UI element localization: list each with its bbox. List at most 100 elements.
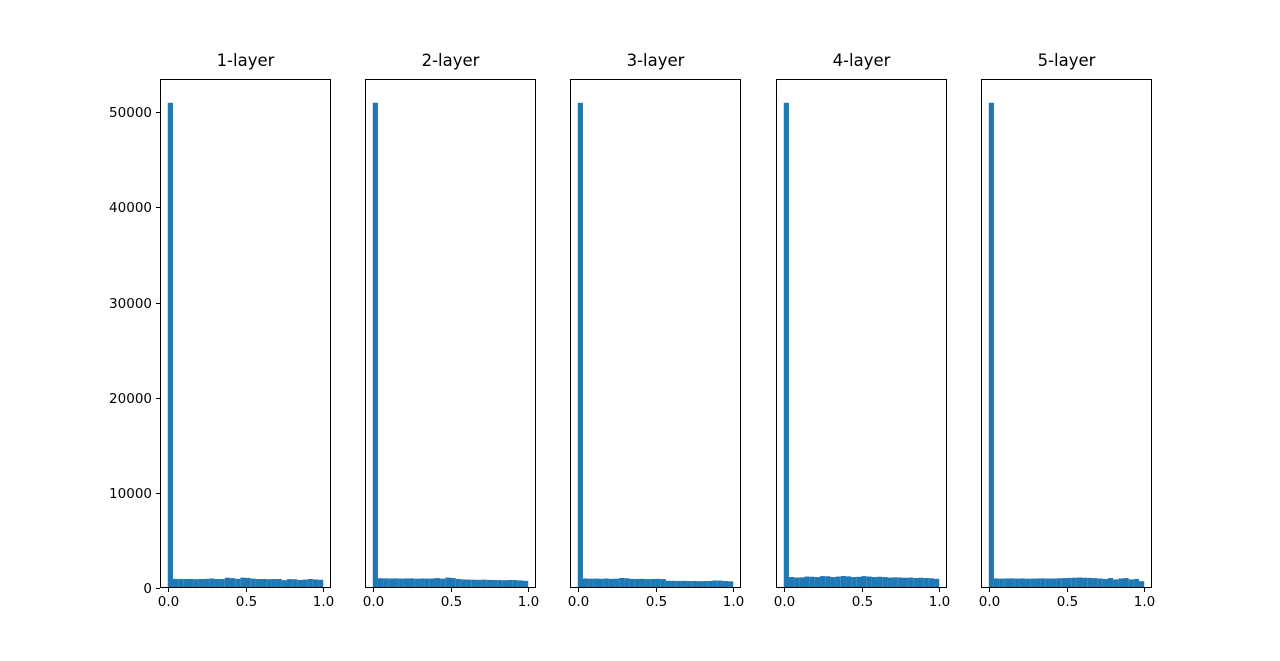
axes-spines: [776, 79, 947, 588]
hist-bar: [209, 578, 215, 588]
hist-bar: [297, 579, 303, 588]
hist-bar: [486, 579, 492, 588]
subplot-title-1: 1-layer: [216, 51, 275, 70]
hist-bar: [1123, 578, 1129, 588]
hist-bar: [167, 102, 173, 589]
hist-bar: [845, 576, 852, 588]
hist-bar: [178, 578, 184, 588]
hist-bar: [409, 578, 415, 588]
hist-bar: [517, 580, 524, 588]
hist-bar: [902, 577, 909, 588]
hist-bar: [240, 577, 246, 588]
hist-bar: [419, 578, 425, 588]
hist-bar: [1128, 579, 1134, 588]
hist-bar: [804, 576, 810, 588]
hist-bar: [261, 578, 267, 588]
hist-bar: [445, 577, 451, 588]
hist-bar: [1045, 578, 1051, 588]
hist-bar: [866, 576, 872, 588]
hist-bar: [450, 578, 456, 588]
hist-bar: [455, 578, 461, 588]
hist-bar: [696, 581, 703, 588]
hist-bar: [809, 576, 815, 588]
hist-bar: [1118, 578, 1124, 588]
hist-bar: [1107, 578, 1114, 588]
hist-bar: [856, 576, 862, 588]
x-tick-label: 0.0: [363, 594, 384, 610]
x-tick-label: 0.5: [1057, 594, 1078, 610]
hist-bar: [814, 577, 821, 588]
hist-bar: [235, 578, 241, 588]
subplot-title-3: 3-layer: [626, 51, 685, 70]
hist-bar: [820, 576, 826, 588]
hist-bar: [497, 580, 503, 588]
hist-bar: [292, 579, 298, 588]
hist-bar: [214, 578, 220, 588]
hist-bar: [712, 580, 718, 588]
y-tick-label: 50000: [109, 105, 152, 121]
subplot-title-4: 4-layer: [832, 51, 891, 70]
hist-bar: [1019, 578, 1026, 588]
hist-bar: [783, 102, 789, 589]
hist-bar: [1133, 578, 1140, 588]
hist-bar: [229, 578, 236, 588]
hist-bar: [681, 580, 687, 588]
hist-bar: [198, 578, 205, 588]
hist-bar: [460, 579, 467, 588]
hist-bar: [851, 577, 857, 588]
hist-bar: [577, 102, 583, 589]
hist-bar: [1061, 578, 1067, 588]
hist-bar: [645, 579, 651, 588]
axes-spines: [160, 79, 331, 588]
hist-bar: [588, 578, 594, 588]
x-tick-label: 0.5: [236, 594, 257, 610]
hist-bar: [183, 579, 189, 588]
hist-bar: [440, 578, 446, 588]
hist-bar: [372, 102, 378, 589]
hist-bar: [650, 578, 656, 588]
hist-bar: [276, 578, 282, 588]
hist-bar: [250, 578, 256, 588]
hist-bar: [188, 578, 194, 588]
hist-bar: [1050, 578, 1057, 588]
x-tick-label: 0.0: [158, 594, 179, 610]
hist-bar: [1076, 577, 1083, 588]
hist-bar: [219, 579, 225, 588]
hist-bar: [383, 578, 389, 588]
axes-spines: [981, 79, 1152, 588]
x-tick-label: 0.0: [568, 594, 589, 610]
hist-bar: [1097, 578, 1103, 588]
hist-bar: [671, 580, 677, 588]
hist-bar: [1040, 578, 1046, 588]
hist-bar: [302, 579, 308, 588]
hist-bar: [934, 578, 940, 588]
axes-spines: [570, 79, 741, 588]
hist-bar: [728, 581, 734, 588]
hist-bar: [871, 577, 878, 588]
axes-spines: [365, 79, 536, 588]
hist-bar: [307, 578, 313, 588]
hist-bar: [312, 579, 319, 588]
hist-bar: [634, 578, 640, 588]
x-tick-label: 1.0: [723, 594, 744, 610]
hist-bar: [619, 577, 625, 588]
hist-bar: [993, 578, 1000, 588]
y-tick-label: 0: [143, 581, 152, 597]
hist-bar: [691, 580, 697, 588]
hist-bar: [512, 580, 518, 588]
hist-bar: [835, 576, 841, 588]
hist-bar: [172, 578, 179, 588]
hist-bar: [1056, 578, 1062, 588]
hist-bar: [1102, 578, 1108, 588]
hist-bar: [655, 578, 661, 588]
hist-bar: [988, 102, 994, 589]
hist-bar: [830, 577, 836, 588]
hist-bar: [1035, 578, 1041, 588]
hist-bar: [877, 576, 883, 588]
y-tick-label: 30000: [109, 296, 152, 312]
hist-bar: [1113, 579, 1119, 588]
hist-bar: [1139, 581, 1145, 588]
hist-bar: [639, 578, 646, 588]
x-tick-label: 1.0: [929, 594, 950, 610]
